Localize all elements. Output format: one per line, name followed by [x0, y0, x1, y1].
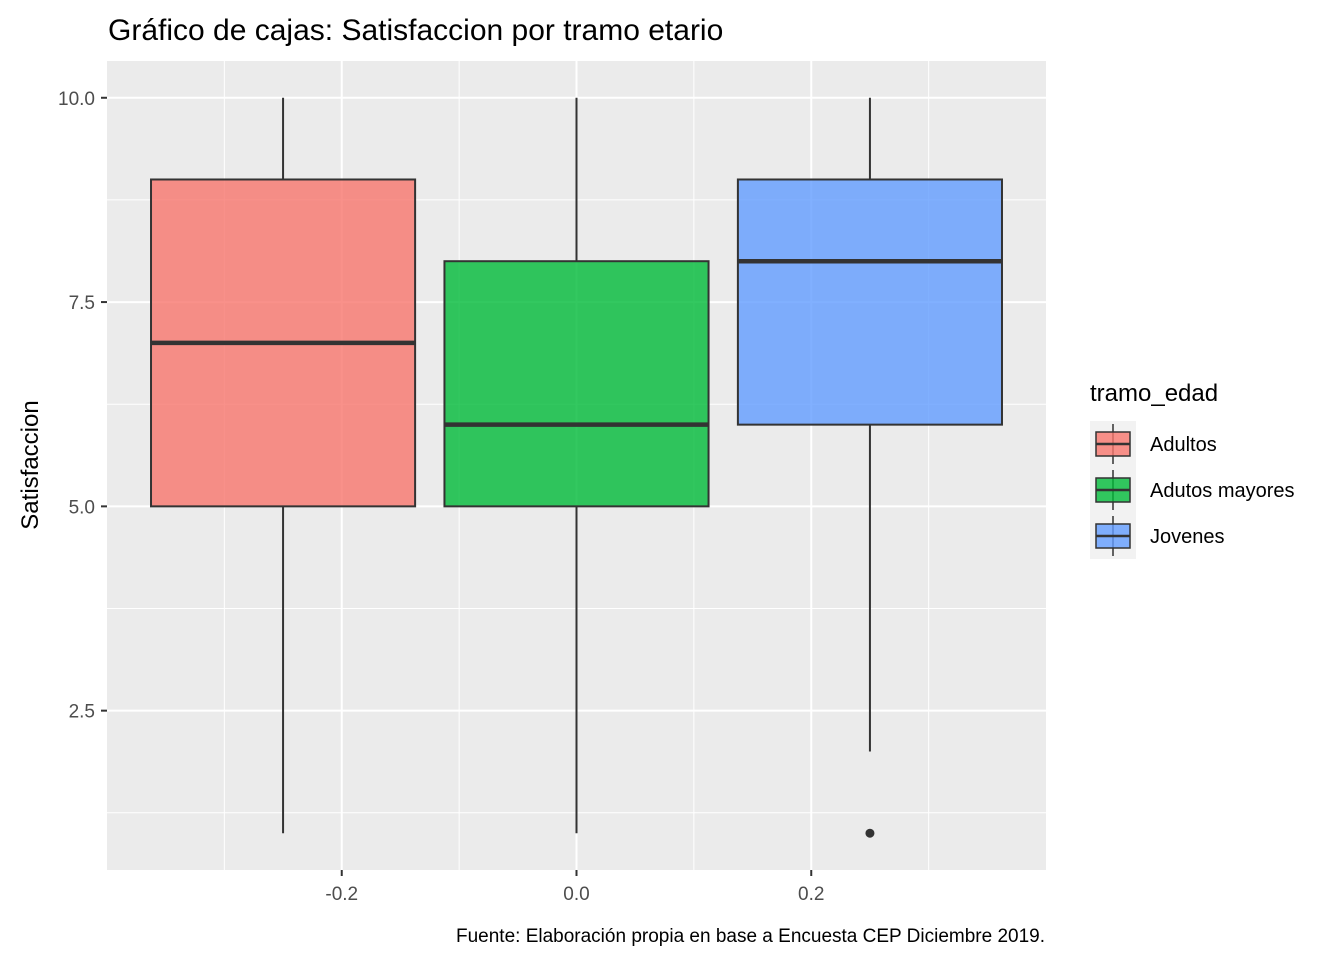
y-tick-label: 7.5 [69, 293, 95, 314]
x-tick-label: -0.2 [325, 884, 358, 905]
y-axis: 2.5 5.0 7.5 10.0 [58, 89, 107, 723]
y-axis-label: Satisfaccion [17, 400, 44, 529]
chart-title: Gráfico de cajas: Satisfaccion por tramo… [108, 14, 723, 47]
x-axis: -0.2 0.0 0.2 [325, 870, 824, 905]
legend-label: Jovenes [1150, 526, 1225, 548]
y-tick-label: 10.0 [58, 89, 95, 110]
y-tick-label: 2.5 [69, 702, 95, 723]
legend-item-2: Jovenes [1090, 513, 1225, 559]
y-tick-label: 5.0 [69, 497, 95, 518]
x-tick-label: 0.0 [563, 884, 589, 905]
legend-items: Adultos Adutos mayores Jovenes [1090, 421, 1295, 559]
legend-item-0: Adultos [1090, 421, 1217, 467]
box-1 [443, 97, 710, 834]
legend-item-1: Adutos mayores [1090, 467, 1295, 513]
boxes [150, 97, 1003, 838]
outlier-point [865, 828, 875, 838]
legend: tramo_edad Adultos Adutos mayores Jovenes [1090, 380, 1295, 559]
legend-label: Adutos mayores [1150, 480, 1295, 502]
box-body [443, 260, 710, 508]
box-body [736, 178, 1003, 426]
box-2 [736, 97, 1003, 838]
legend-title: tramo_edad [1090, 380, 1218, 407]
box-0 [150, 97, 417, 834]
x-tick-label: 0.2 [798, 884, 824, 905]
chart-caption: Fuente: Elaboración propia en base a Enc… [456, 926, 1045, 947]
legend-label: Adultos [1150, 434, 1217, 456]
